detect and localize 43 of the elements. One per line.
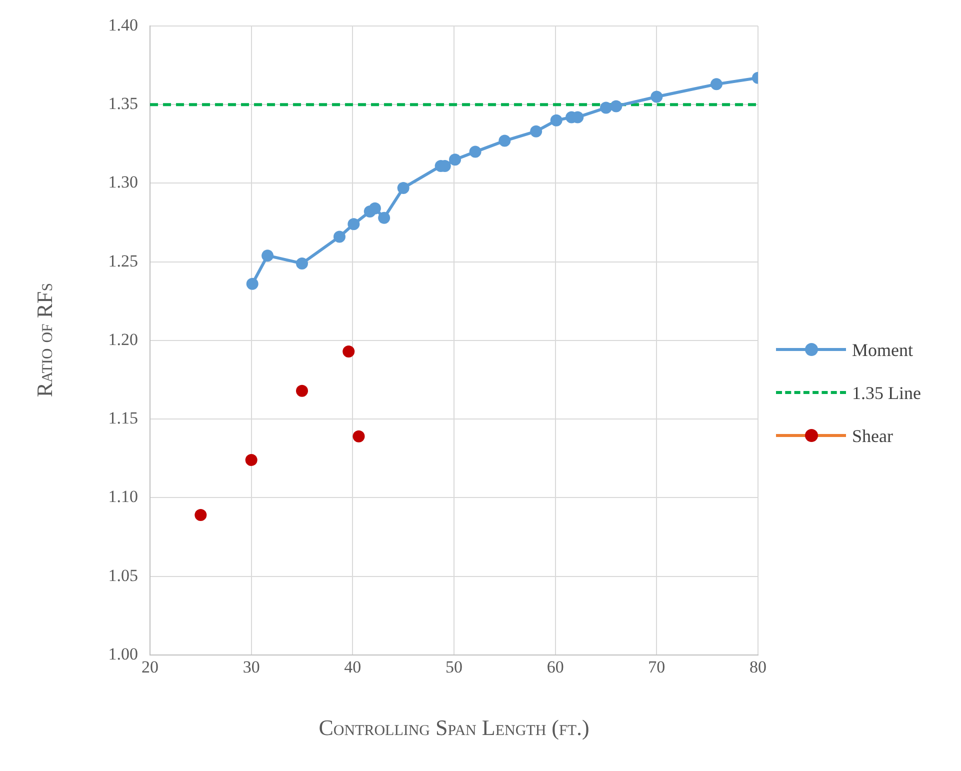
legend-label: Shear	[852, 426, 893, 446]
y-tick-label: 1.40	[108, 15, 138, 34]
x-tick-label: 50	[446, 658, 462, 677]
y-tick-label: 1.20	[108, 330, 138, 349]
x-tick-label: 60	[546, 658, 564, 677]
point	[650, 90, 663, 103]
point	[348, 218, 360, 230]
y-tick-label: 1.00	[108, 644, 138, 664]
point	[262, 250, 274, 262]
y-tick-label: 1.25	[108, 251, 138, 270]
point	[530, 125, 542, 138]
point	[194, 509, 207, 522]
point	[296, 384, 308, 397]
point	[378, 212, 390, 224]
x-tick-label: 70	[648, 658, 666, 677]
x-tick-label: 20	[142, 658, 158, 677]
point	[449, 154, 462, 166]
y-tick-label: 1.35	[108, 94, 138, 114]
point	[600, 102, 612, 114]
legend-label: Moment	[852, 340, 913, 360]
point	[368, 202, 381, 214]
y-tick-label: 1.30	[108, 172, 138, 192]
point	[296, 257, 308, 270]
y-tick-label: 1.10	[108, 487, 138, 506]
point	[610, 100, 622, 112]
x-tick-label: 30	[242, 658, 260, 677]
x-tick-label: 80	[750, 658, 766, 677]
point	[342, 346, 355, 358]
y-tick-label: 1.15	[108, 408, 138, 428]
point	[397, 182, 410, 194]
y-axis-title: Ratio of RFs	[32, 282, 58, 398]
point	[498, 134, 511, 147]
point	[550, 114, 562, 126]
x-axis-title: Controlling Span Length (ft.)	[318, 715, 590, 741]
point	[710, 78, 722, 90]
point	[246, 278, 258, 290]
point	[352, 430, 365, 442]
point	[245, 454, 258, 466]
point	[469, 146, 482, 158]
y-tick-label: 1.05	[108, 566, 138, 585]
point	[333, 230, 346, 243]
x-tick-label: 40	[344, 658, 362, 677]
legend-label: 1.35 Line	[852, 382, 921, 404]
